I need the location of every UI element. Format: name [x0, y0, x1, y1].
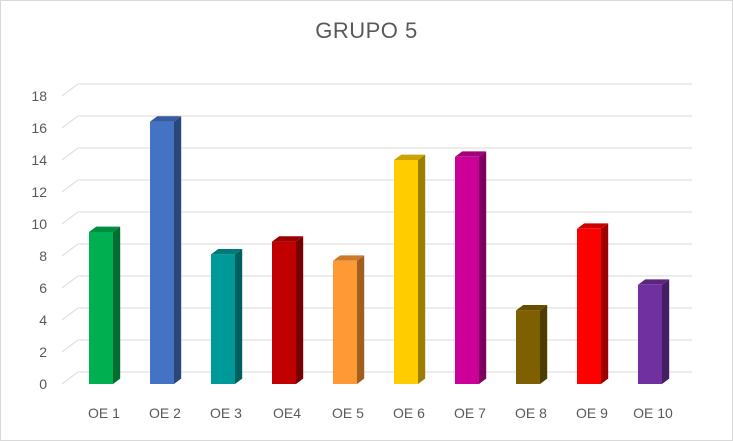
bar-oe10	[638, 279, 670, 384]
bar-oe5	[333, 255, 365, 384]
x-tick-label: OE 6	[393, 405, 425, 421]
bar-side	[540, 305, 548, 384]
bar-oe3	[211, 249, 243, 384]
bar-front	[455, 156, 479, 384]
bar-side	[418, 154, 426, 384]
bar-front	[150, 121, 174, 384]
bar-front	[516, 310, 540, 384]
bar-side	[113, 226, 121, 384]
bar-front	[577, 228, 601, 384]
bar-top	[150, 116, 182, 122]
gridline-10	[61, 211, 692, 225]
bar-side	[357, 255, 365, 384]
bar-oe2	[150, 116, 182, 384]
bar-top	[577, 223, 609, 229]
bar-top	[89, 226, 121, 232]
y-axis-ticks: 0 2 4 6 8 10 12 14 16 18	[31, 88, 47, 392]
bar-side	[479, 151, 487, 384]
bar-side	[296, 236, 304, 384]
gridline-12	[61, 179, 692, 193]
x-tick-label: OE 7	[454, 405, 486, 421]
x-tick-label: OE 5	[332, 405, 364, 421]
gridline-4	[61, 307, 692, 321]
bar-side	[235, 249, 243, 384]
y-tick-label: 8	[39, 248, 47, 264]
y-tick-label: 4	[39, 312, 47, 328]
bar-top	[516, 305, 548, 311]
bar-oe6	[394, 154, 426, 384]
bar-front	[394, 160, 418, 384]
x-tick-label: OE 10	[633, 405, 673, 421]
bar-top	[455, 151, 487, 157]
bar-front	[89, 232, 113, 384]
x-tick-label: OE 2	[149, 405, 181, 421]
bar-front	[638, 284, 662, 384]
y-tick-label: 0	[39, 376, 47, 392]
x-tick-label: OE 9	[576, 405, 608, 421]
bar-top	[272, 236, 304, 242]
y-tick-label: 10	[31, 216, 47, 232]
gridline-2	[61, 339, 692, 353]
x-tick-label: OE 3	[210, 405, 242, 421]
y-tick-label: 18	[31, 88, 47, 104]
bar-oe1	[89, 226, 121, 384]
y-tick-label: 6	[39, 280, 47, 296]
bar-side	[174, 116, 182, 384]
bar-oe4	[272, 236, 304, 384]
bar-top	[333, 255, 365, 261]
bar-side	[662, 279, 670, 384]
gridline-14	[61, 147, 692, 161]
y-tick-label: 16	[31, 120, 47, 136]
bar-oe7	[455, 151, 487, 384]
x-tick-label: OE4	[273, 405, 301, 421]
y-tick-label: 12	[31, 184, 47, 200]
x-axis-ticks: OE 1 OE 2 OE 3 OE4 OE 5 OE 6 OE 7 OE 8 OE 9 OE 10	[88, 405, 673, 421]
gridline-6	[61, 275, 692, 289]
gridlines	[61, 83, 692, 385]
bar-side	[601, 223, 609, 384]
bar-top	[211, 249, 243, 255]
gridline-8	[61, 243, 692, 257]
y-tick-label: 14	[31, 152, 47, 168]
bar-top	[394, 154, 426, 160]
bars	[89, 116, 670, 384]
y-tick-label: 2	[39, 344, 47, 360]
bar-front	[211, 254, 235, 384]
bar-front	[333, 260, 357, 384]
bar-top	[638, 279, 670, 285]
bar-front	[272, 241, 296, 384]
x-tick-label: OE 1	[88, 405, 120, 421]
gridline-0	[61, 371, 692, 385]
chart-title: GRUPO 5	[315, 18, 418, 43]
bar-oe8	[516, 305, 548, 384]
bar-oe9	[577, 223, 609, 384]
x-tick-label: OE 8	[515, 405, 547, 421]
gridline-18	[61, 83, 692, 97]
gridline-16	[61, 115, 692, 129]
